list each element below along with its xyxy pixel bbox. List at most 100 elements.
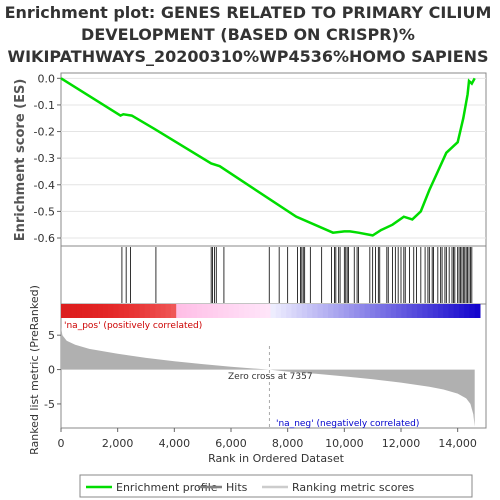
color-bar-segment: [144, 304, 151, 318]
color-bar-segment: [301, 304, 308, 318]
color-bar-segment: [81, 304, 88, 318]
hits-panel: [121, 247, 473, 303]
color-bar-segment: [328, 304, 334, 318]
color-bar-segment: [296, 304, 303, 318]
negative-correlation-label: 'na_neg' (negatively correlated): [276, 419, 419, 429]
hits-panel-frame: [60, 245, 487, 305]
color-bar-segment: [265, 304, 271, 318]
es-y-tick-label: 0.0: [38, 72, 56, 85]
color-bar-segment: [406, 304, 413, 318]
color-bar-segment: [108, 304, 114, 318]
es-y-tick-label: -0.2: [34, 126, 55, 139]
color-bar-segment: [223, 304, 230, 318]
color-bar-segment: [427, 304, 434, 318]
color-bar-segment: [432, 304, 439, 318]
color-bar-segment: [280, 304, 287, 318]
es-y-axis-label: Enrichment score (ES): [13, 79, 28, 242]
es-y-tick-label: -0.4: [34, 179, 55, 192]
color-bar-segment: [338, 304, 345, 318]
color-bar-segment: [239, 304, 245, 318]
color-bar-segment: [165, 304, 172, 318]
color-bar-segment: [150, 304, 156, 318]
color-bar-segment: [155, 304, 162, 318]
x-tick-label: 12,000: [382, 437, 421, 450]
color-bar-segment: [422, 304, 429, 318]
color-bar-segment: [443, 304, 449, 318]
color-bar-segment: [459, 304, 465, 318]
color-bar-segment: [312, 304, 319, 318]
color-bar-segment: [254, 304, 261, 318]
color-bar-segment: [233, 304, 240, 318]
es-y-tick-label: -0.5: [34, 205, 55, 218]
color-bar-segment: [364, 304, 371, 318]
color-bar-segment: [448, 304, 455, 318]
color-bar-segment: [260, 304, 266, 318]
color-bar-segment: [76, 304, 83, 318]
legend-label-ranking-metric: Ranking metric scores: [292, 481, 414, 494]
color-bar-segment: [396, 304, 402, 318]
correlation-color-bar: [61, 304, 481, 318]
es-y-tick-label: -0.3: [34, 152, 55, 165]
x-axis-label: Rank in Ordered Dataset: [208, 452, 345, 465]
color-bar-segment: [401, 304, 408, 318]
x-tick-label: 10,000: [325, 437, 364, 450]
color-bar-segment: [474, 304, 481, 318]
metric-y-tick-label: 0: [48, 364, 55, 377]
es-panel-frame: [60, 72, 487, 247]
color-bar-segment: [123, 304, 130, 318]
color-bar-segment: [102, 304, 109, 318]
color-bar-segment: [197, 304, 203, 318]
metric-y-tick-label: -5: [44, 398, 55, 411]
color-bar-segment: [129, 304, 135, 318]
zero-cross-label: Zero cross at 7357: [228, 372, 313, 382]
color-bar-segment: [92, 304, 99, 318]
es-y-tick-label: -0.1: [34, 99, 55, 112]
x-tick-label: 8,000: [272, 437, 304, 450]
color-bar-segment: [411, 304, 418, 318]
color-bar-segment: [207, 304, 214, 318]
x-tick-label: 6,000: [215, 437, 247, 450]
color-bar-segment: [349, 304, 355, 318]
metric-y-axis-label: Ranked list metric (PreRanked): [28, 285, 41, 455]
color-bar-segment: [139, 304, 146, 318]
color-bar-segment: [61, 304, 67, 318]
color-bar-segment: [160, 304, 167, 318]
color-bar-segment: [134, 304, 141, 318]
color-bar-segment: [66, 304, 72, 318]
color-bar-segment: [228, 304, 235, 318]
x-tick-label: 14,000: [438, 437, 477, 450]
color-bar-segment: [97, 304, 104, 318]
color-bar-segment: [191, 304, 198, 318]
color-bar-segment: [453, 304, 460, 318]
color-bar-segment: [354, 304, 360, 318]
ranked-metric-area: [61, 326, 475, 427]
color-bar-segment: [343, 304, 350, 318]
es-y-tick-label: -0.6: [34, 232, 55, 245]
color-bar-segment: [380, 304, 387, 318]
color-bar-segment: [218, 304, 224, 318]
color-bar-segment: [390, 304, 397, 318]
x-tick-label: 4,000: [159, 437, 191, 450]
color-bar-segment: [244, 304, 251, 318]
color-bar-segment: [186, 304, 193, 318]
color-bar-segment: [202, 304, 209, 318]
title-line-2: DEVELOPMENT (BASED ON CRISPR)%: [81, 25, 415, 44]
metric-y-tick-label: 5: [48, 329, 55, 342]
color-bar-segment: [464, 304, 470, 318]
color-bar-segment: [249, 304, 256, 318]
color-bar-segment: [307, 304, 313, 318]
legend: Enrichment profile Hits Ranking metric s…: [79, 474, 473, 498]
es-y-axis-ticks: 0.0 -0.1 -0.2 -0.3 -0.4 -0.5 -0.6: [34, 72, 61, 245]
metric-x-axis-ticks: 0 2,000 4,000 6,000 8,000 10,000 12,000 14,000: [58, 428, 477, 450]
legend-label-hits: Hits: [226, 481, 248, 494]
positive-correlation-label: 'na_pos' (positively correlated): [64, 321, 202, 331]
es-gridlines: [61, 77, 486, 239]
color-bar-segment: [359, 304, 366, 318]
color-bar-segment: [286, 304, 292, 318]
color-bar-segment: [181, 304, 188, 318]
color-bar-segment: [171, 304, 177, 318]
color-bar-segment: [71, 304, 78, 318]
color-bar-segment: [469, 304, 476, 318]
color-bar-segment: [369, 304, 376, 318]
color-bar-segment: [118, 304, 125, 318]
